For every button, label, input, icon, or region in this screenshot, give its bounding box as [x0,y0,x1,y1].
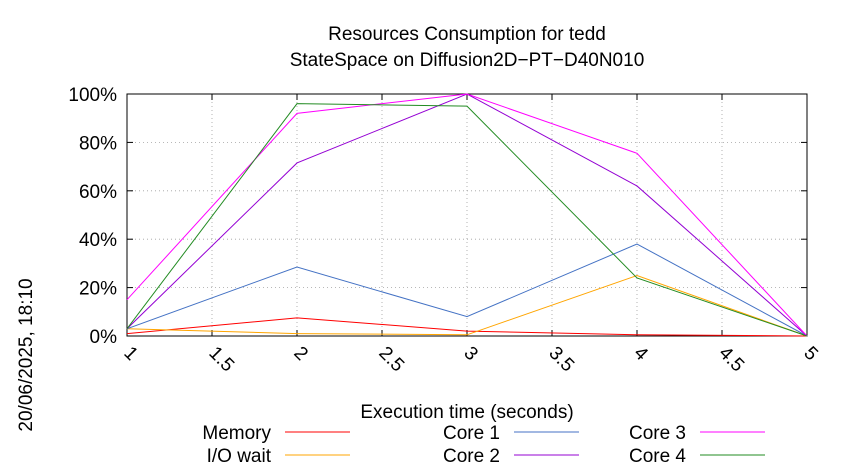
series-line-core-4 [126,103,808,337]
series-line-memory [126,317,808,337]
chart-subtitle: StateSpace on Diffusion2D−PT−D40N010 [290,50,645,71]
y-tick-label: 0% [90,327,118,348]
series-line-core-1 [126,243,808,337]
timestamp: 20/06/2025, 18:10 [16,278,37,431]
legend-label: Core 4 [629,446,686,467]
legend-label: Core 2 [443,446,500,467]
x-tick-label: 2.5 [374,343,408,377]
chart-title: Resources Consumption for tedd [328,24,606,45]
x-tick-label: 2 [289,343,311,365]
legend-label: Memory [202,423,271,444]
x-axis-label: Execution time (seconds) [360,402,573,423]
y-tick-label: 100% [68,85,117,106]
x-tick-label: 3.5 [544,343,578,377]
series-lines [126,93,808,337]
series-line-core-3 [126,93,808,337]
series-line-i-o-wait [126,274,808,337]
y-tick-label: 60% [79,182,117,203]
y-tick-label: 40% [79,230,117,251]
x-tick-label: 4.5 [714,343,748,377]
y-tick-label: 20% [79,279,117,300]
y-tick-label: 80% [79,133,117,154]
grid [127,94,807,336]
x-tick-label: 4 [629,343,652,366]
x-tick-label: 1 [119,343,141,365]
x-tick-label: 5 [799,343,821,365]
x-tick-label: 3 [459,343,481,365]
legend-label: Core 3 [629,423,686,444]
x-tick-label: 1.5 [204,343,238,377]
legend-label: I/O wait [207,446,272,467]
legend-label: Core 1 [443,423,500,444]
